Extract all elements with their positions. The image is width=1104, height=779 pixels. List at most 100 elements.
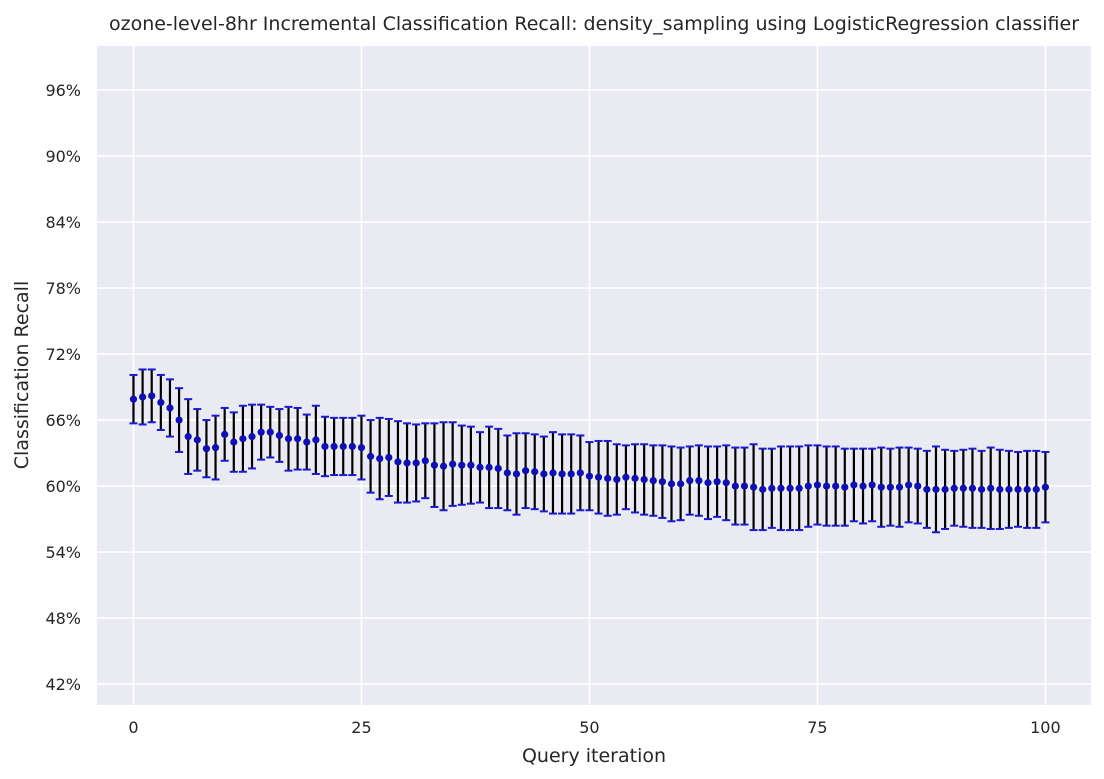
data-point [631,474,639,482]
data-point [512,470,521,478]
data-point [211,443,220,452]
data-point [202,445,211,453]
data-point [686,476,694,485]
data-point [868,481,876,489]
data-point [667,480,676,488]
data-point [850,481,858,489]
data-point [950,484,958,492]
data-point [357,443,366,452]
y-tick-label: 96% [45,81,81,100]
data-point [412,459,420,467]
data-point [1023,485,1031,493]
y-tick-label: 84% [45,213,81,232]
data-point [266,428,274,436]
x-axis-label: Query iteration [522,745,666,767]
data-point [832,482,840,490]
data-point [859,482,867,490]
data-point [941,485,949,493]
data-point [257,428,265,436]
data-point [585,472,594,480]
data-point [494,464,502,473]
y-tick-labels: 42% 48% 54% 60% 66% 72% 78% 84% 90% 96% [45,81,81,694]
y-tick-label: 78% [45,279,81,298]
data-point [321,442,329,451]
data-point [613,475,621,484]
data-point [430,461,439,469]
data-point [804,482,812,490]
data-point [786,484,794,492]
data-point [522,467,530,475]
data-point [239,435,247,443]
data-point [658,478,666,486]
data-point [923,485,931,493]
data-point [959,484,967,492]
data-point [193,436,201,444]
data-point [476,463,484,471]
x-tick-labels: 0 25 50 75 100 [128,718,1060,737]
y-tick-label: 66% [45,411,81,430]
data-point [531,468,539,476]
data-point [348,442,356,451]
data-point [166,404,174,412]
data-point [704,479,712,487]
data-point [822,482,831,490]
data-point [604,474,612,482]
data-point [138,393,147,401]
x-tick-label: 50 [579,718,599,737]
data-point [303,438,311,446]
data-point [640,475,648,484]
data-point [895,483,904,491]
data-point [157,398,165,407]
data-point [366,452,375,460]
data-point [649,476,657,485]
data-point [677,480,685,488]
y-tick-label: 90% [45,147,81,166]
y-tick-label: 48% [45,609,81,628]
chart-title: ozone-level-8hr Incremental Classificati… [109,13,1079,35]
data-point [777,484,785,492]
x-tick-label: 0 [128,718,138,737]
data-point [394,458,402,466]
data-point [129,395,138,403]
y-tick-label: 60% [45,477,81,496]
data-point [294,435,302,443]
data-point [987,484,995,492]
data-point [905,481,913,489]
data-point [1014,485,1022,493]
data-point [558,470,566,478]
data-point [877,483,885,491]
data-point [1041,483,1050,491]
data-point [385,453,393,462]
data-point [740,482,749,490]
data-point [622,473,630,481]
data-point [449,460,457,468]
data-point [175,416,183,424]
data-point [795,484,803,492]
data-point [284,435,293,443]
data-point [749,483,758,491]
data-point [759,485,767,493]
data-point [722,479,730,487]
data-point [312,436,320,444]
data-point [485,463,493,471]
data-point [439,462,448,470]
data-point [841,483,849,491]
data-point [221,430,229,438]
data-point [594,473,603,481]
data-point [275,431,283,440]
data-point [339,442,347,451]
data-point [248,432,256,441]
data-point [731,482,739,490]
data-point [996,485,1004,493]
data-point [503,469,511,477]
data-point [376,454,384,463]
data-point [330,442,338,451]
data-point [1005,485,1013,493]
data-point [968,484,977,492]
data-point [540,470,548,478]
data-point [576,469,584,477]
x-tick-label: 75 [807,718,827,737]
data-point [549,469,557,477]
data-point [914,482,922,490]
